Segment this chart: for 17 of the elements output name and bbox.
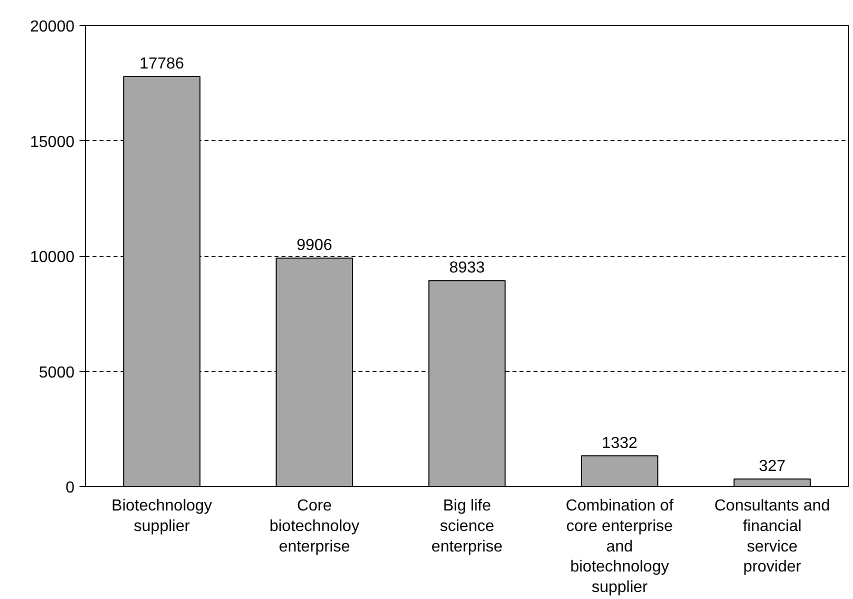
data-label: 1332 — [602, 434, 638, 452]
y-tick-label: 15000 — [30, 134, 75, 151]
data-label: 327 — [758, 458, 786, 475]
bar — [580, 455, 658, 486]
y-tick-label: 20000 — [30, 18, 75, 36]
y-tick-label: 0 — [66, 480, 75, 496]
data-label: 9906 — [296, 237, 332, 254]
x-tick-label: Big life science enterprise — [431, 498, 503, 556]
y-tick-label: 5000 — [38, 364, 75, 382]
x-tick-label: Combination of core enterprise and biotechnology supplier — [566, 498, 674, 596]
x-tick-label: Core biotechnoloy enterprise — [269, 498, 360, 556]
y-tick-label: 10000 — [30, 249, 75, 266]
data-label: 17786 — [140, 56, 184, 73]
bar — [734, 478, 811, 486]
data-label: 8933 — [449, 260, 485, 277]
x-tick-label: Biotechnology supplier — [112, 498, 212, 535]
x-tick-label: Consultants and financial service provider — [714, 498, 830, 576]
